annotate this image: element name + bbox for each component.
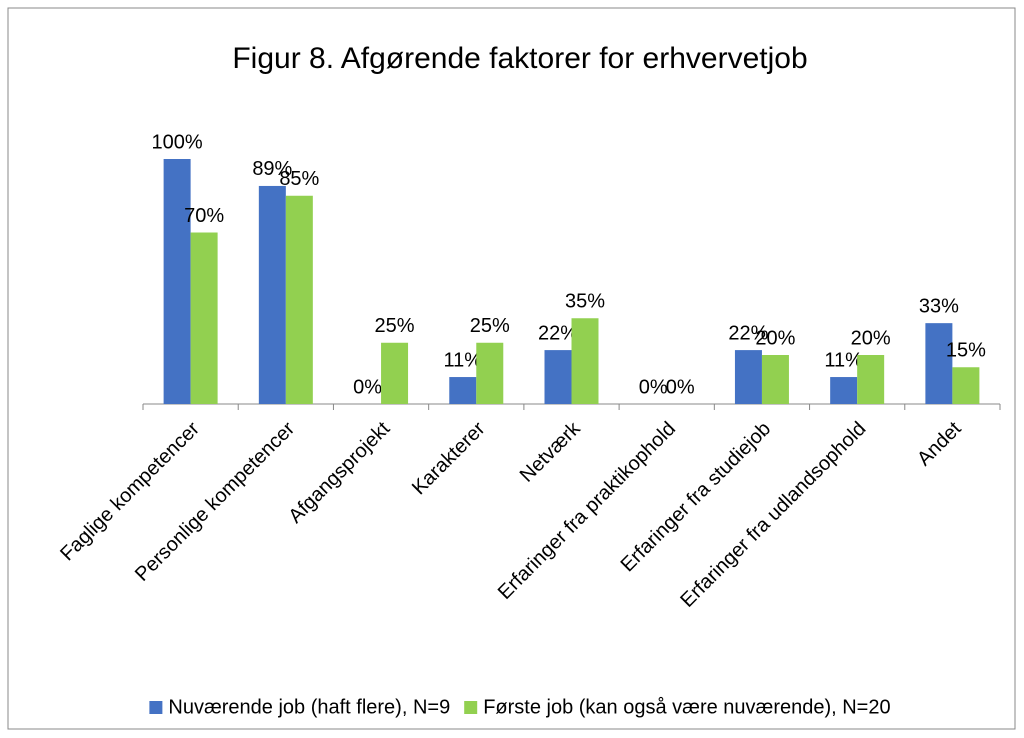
data-label: 0% — [639, 376, 668, 398]
bar — [544, 350, 572, 404]
bar — [734, 350, 762, 404]
data-label: 20% — [755, 327, 795, 349]
legend: Nuværende job (haft flere), N=9 Første jo… — [149, 696, 891, 718]
data-label: 11% — [824, 349, 863, 371]
data-label: 33% — [919, 295, 959, 317]
bar — [857, 355, 885, 404]
data-label: 0% — [666, 376, 695, 398]
bar — [925, 323, 953, 404]
data-label: 20% — [851, 327, 891, 349]
bar — [571, 318, 599, 404]
legend-swatch — [149, 701, 163, 714]
data-label: 85% — [279, 168, 319, 190]
legend-swatch — [464, 701, 478, 714]
bar — [190, 232, 218, 404]
bar — [163, 159, 191, 404]
data-label: 100% — [152, 131, 203, 153]
data-label: 22% — [538, 322, 578, 344]
bar — [476, 342, 504, 404]
data-label: 25% — [375, 315, 415, 337]
bar — [285, 195, 313, 404]
data-label: 35% — [565, 291, 605, 313]
legend-label: Første job (kan også være nuværende), N=… — [483, 696, 890, 718]
data-label: 25% — [470, 315, 510, 337]
bar — [761, 355, 789, 404]
data-label: 22% — [728, 322, 768, 344]
bar — [952, 367, 980, 404]
chart-title: Figur 8. Afgørende faktorer for erhverve… — [232, 42, 807, 75]
bar — [381, 342, 409, 404]
data-label: 15% — [946, 340, 986, 362]
data-label: 89% — [252, 158, 292, 180]
bar — [449, 377, 477, 404]
data-label: 0% — [353, 376, 382, 398]
legend-label: Nuværende job (haft flere), N=9 — [168, 696, 450, 718]
data-label: 11% — [444, 349, 483, 371]
bar — [258, 185, 286, 404]
data-label: 70% — [184, 205, 224, 227]
bar — [830, 377, 858, 404]
